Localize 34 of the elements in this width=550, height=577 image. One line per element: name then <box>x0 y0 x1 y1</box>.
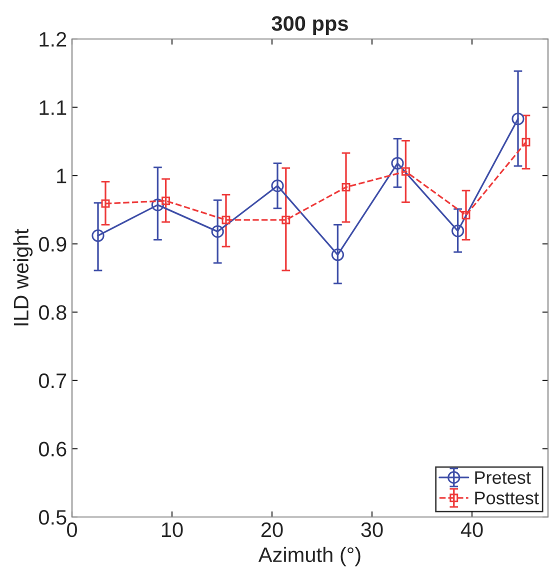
y-tick-label: 1.1 <box>40 100 66 115</box>
point <box>271 179 284 192</box>
point <box>391 156 404 170</box>
point <box>101 199 110 208</box>
point <box>462 210 470 220</box>
y-tick-label: 0.5 <box>38 510 66 525</box>
point <box>331 248 344 262</box>
y-tick-label: 0.9 <box>38 236 66 252</box>
point <box>512 112 524 126</box>
point <box>151 198 164 212</box>
y-tick-label: 0.6 <box>38 442 66 456</box>
point <box>342 182 350 192</box>
x-tick-label: 40 <box>460 522 483 538</box>
y-axis-title: ILD weight <box>13 228 33 326</box>
y-tick-label: 0.7 <box>38 373 66 388</box>
y-tick-label: 0.8 <box>38 305 66 320</box>
point <box>222 216 230 224</box>
point <box>451 224 464 238</box>
point <box>211 225 224 238</box>
legend-label: Posttest <box>475 492 539 504</box>
chart-title: 300 pps <box>272 16 348 35</box>
legend-label: Pretest <box>475 471 531 484</box>
point <box>282 216 290 224</box>
x-tick-label: 10 <box>162 522 183 538</box>
point <box>162 196 170 206</box>
x-axis-title: Azimuth (°) <box>258 546 360 566</box>
x-tick-label: 0 <box>67 522 77 538</box>
point <box>92 229 104 242</box>
y-tick-label: 1 <box>57 168 66 184</box>
x-tick-label: 20 <box>261 522 283 538</box>
point <box>522 138 530 146</box>
point <box>401 167 410 176</box>
x-tick-label: 30 <box>361 522 383 538</box>
y-tick-label: 1.2 <box>40 32 66 47</box>
